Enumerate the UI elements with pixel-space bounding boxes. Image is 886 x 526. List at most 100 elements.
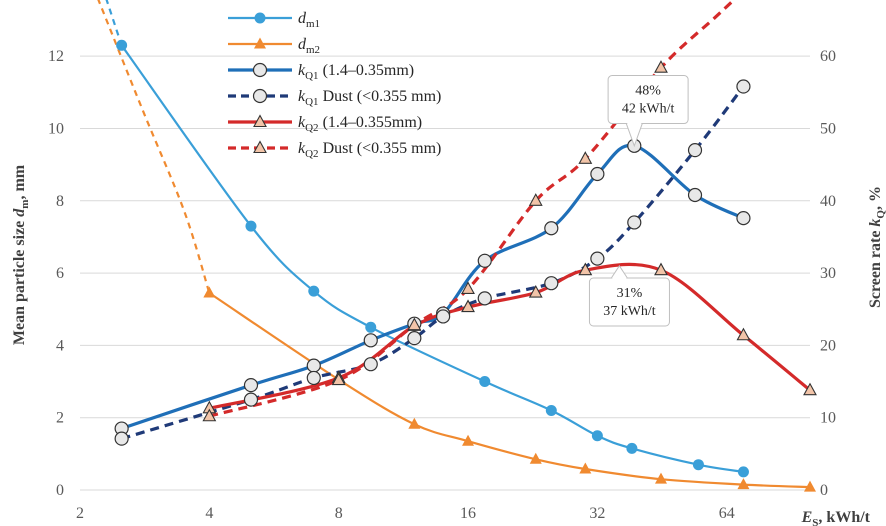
data-point (692, 459, 704, 471)
data-point (461, 299, 475, 313)
x-tick-label: 32 (589, 505, 605, 522)
callout-pointer (610, 264, 628, 279)
legend-label: dm1 (298, 10, 320, 30)
x-tick-label: 2 (76, 505, 84, 522)
data-point (529, 452, 542, 464)
series-extension (97, 0, 211, 294)
data-point (461, 281, 475, 295)
markers (114, 39, 817, 492)
y-tick-label-right: 50 (820, 120, 836, 137)
data-point (254, 12, 266, 24)
legend-label: kQ2 Dust (<0.355 mm) (298, 140, 441, 160)
data-point (202, 408, 217, 422)
y-tick-label-right: 10 (820, 410, 836, 427)
data-point (252, 62, 268, 78)
y-tick-label-left: 6 (56, 265, 64, 282)
data-point (528, 284, 543, 298)
data-point (579, 462, 592, 474)
data-point (654, 60, 668, 73)
data-point (308, 285, 320, 297)
annotations: 48% 42 kWh/t 31% 37 kWh/t (588, 75, 689, 327)
y-axis-title-left: Mean particle size dm, mm (11, 164, 31, 345)
data-point (654, 262, 668, 276)
y-tick-label-right: 40 (820, 193, 836, 210)
x-axis-title: ES, kWh/t (801, 509, 871, 526)
data-point (253, 140, 267, 154)
data-point (591, 430, 603, 442)
data-point (331, 372, 346, 386)
data-point (590, 251, 605, 266)
data-point (407, 317, 422, 331)
x-tick-label: 8 (335, 505, 343, 522)
callout-label: 37 kWh/t (603, 304, 656, 319)
data-point (243, 378, 259, 393)
data-point (407, 331, 422, 346)
y-axis-title-right: Screen rate kQ, % (867, 186, 886, 308)
data-point (627, 215, 642, 230)
series-line (208, 0, 737, 418)
data-point (462, 434, 475, 446)
y-tick-label-left: 10 (48, 120, 64, 137)
data-point (578, 262, 593, 276)
data-point (253, 114, 267, 128)
grid (80, 55, 810, 491)
callout-label: 31% (617, 286, 643, 301)
data-point (477, 253, 492, 268)
data-point (626, 442, 638, 454)
data-point (408, 417, 421, 429)
data-point (736, 79, 751, 94)
data-point (479, 376, 491, 388)
data-point (363, 333, 378, 348)
data-point (306, 370, 321, 386)
data-point (737, 466, 749, 478)
data-point (306, 358, 321, 373)
legend-label: kQ1 (1.4–0.35mm) (298, 62, 414, 82)
legend-label: kQ1 Dust (<0.355 mm) (298, 88, 441, 108)
data-point (736, 327, 751, 341)
data-point (687, 143, 703, 158)
data-point (477, 291, 492, 306)
data-point (116, 39, 128, 51)
y-tick-label-left: 8 (56, 193, 64, 210)
callout-box (588, 277, 670, 327)
callout-label: 48% (635, 84, 661, 99)
data-point (578, 151, 593, 164)
labels: Mean particle size dm, mm Screen rate kQ,… (11, 164, 886, 526)
data-point (203, 286, 216, 298)
data-point (436, 309, 451, 324)
x-tick-label: 16 (460, 505, 476, 522)
legend: dm1 dm2 kQ1 (1.4–0.35mm) kQ1 Dust (<0.355 m… (228, 10, 441, 160)
data-point (544, 276, 559, 291)
legend-label: dm2 (298, 36, 320, 56)
data-point (687, 187, 703, 203)
callout-box (607, 75, 689, 125)
series-line (208, 262, 810, 410)
y-tick-label-right: 60 (820, 48, 836, 65)
callout-label: 42 kWh/t (622, 102, 675, 117)
data-point (736, 211, 751, 226)
x-tick-label: 64 (719, 505, 735, 522)
plot-area (97, 0, 810, 489)
data-point (243, 392, 259, 407)
legend-label: kQ2 (1.4–0.355mm) (298, 114, 422, 134)
data-point (114, 431, 129, 446)
data-point (545, 404, 557, 416)
data-point (365, 321, 377, 333)
y-tick-label-right: 0 (820, 482, 828, 499)
y-tick-label-right: 20 (820, 337, 836, 354)
data-point (803, 382, 817, 396)
x-tick-label: 4 (205, 505, 213, 522)
data-point (363, 357, 378, 372)
data-point (804, 480, 816, 492)
y-tick-label-left: 0 (56, 482, 64, 499)
data-point (544, 221, 559, 236)
data-point (252, 88, 268, 104)
callout-pointer (625, 123, 643, 148)
data-point (245, 220, 257, 232)
data-point (528, 193, 543, 206)
data-point (590, 166, 605, 182)
data-point (654, 472, 667, 484)
y-tick-label-left: 12 (48, 48, 64, 65)
